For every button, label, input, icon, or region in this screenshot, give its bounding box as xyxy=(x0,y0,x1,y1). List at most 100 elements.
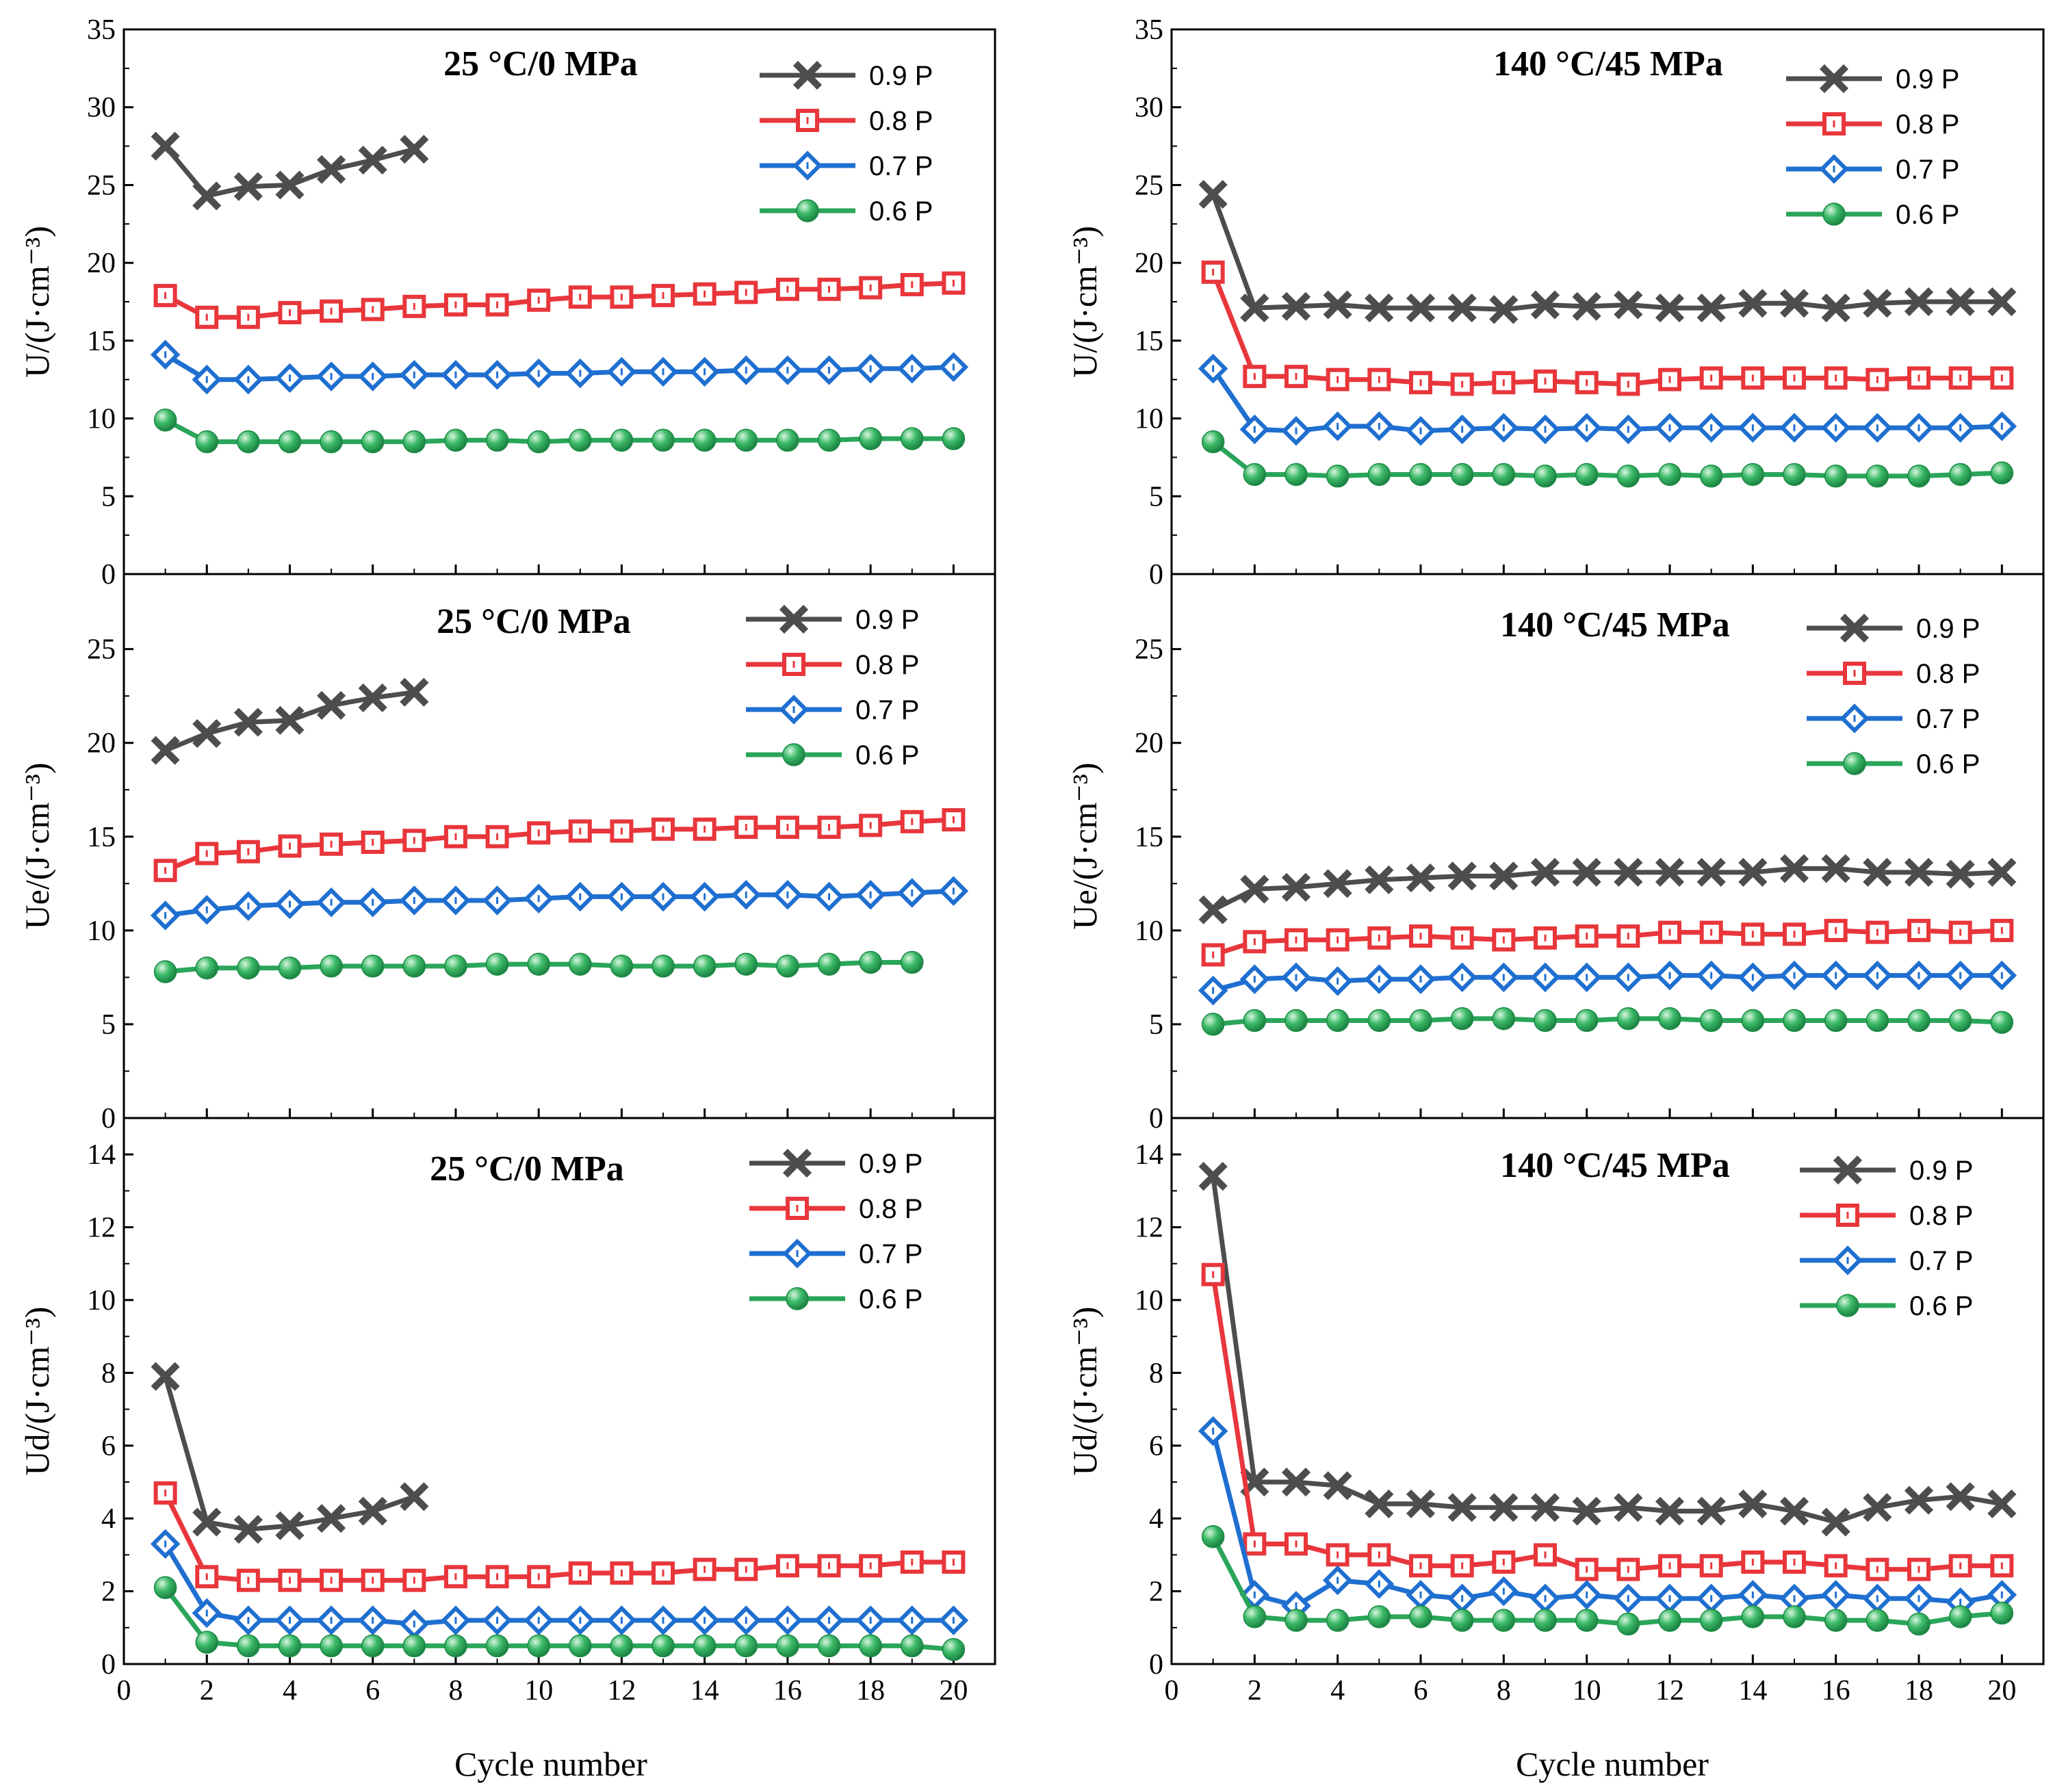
data-point xyxy=(237,1634,260,1658)
data-point xyxy=(1575,1009,1599,1033)
data-point xyxy=(400,677,429,707)
data-point xyxy=(278,300,302,324)
legend-item: 0.7 P xyxy=(1786,154,1959,185)
data-point xyxy=(400,135,429,164)
legend-marker xyxy=(1819,64,1849,94)
data-point xyxy=(1450,1609,1474,1632)
data-point xyxy=(1323,290,1352,320)
y-tick-label: 12 xyxy=(87,1212,116,1244)
y-tick-label: 35 xyxy=(1135,14,1163,46)
x-tick-label: 0 xyxy=(117,1675,131,1706)
legend-label: 0.9 P xyxy=(1909,1156,1973,1186)
data-point xyxy=(1738,1489,1768,1518)
data-point xyxy=(1492,463,1516,486)
series-06P xyxy=(1201,1525,2014,1636)
x-tick-label: 20 xyxy=(1987,1675,2016,1706)
data-point xyxy=(1614,290,1643,320)
data-point xyxy=(1948,1009,1972,1033)
data-point xyxy=(485,293,509,317)
data-point xyxy=(1323,1471,1352,1501)
data-point xyxy=(1284,1609,1308,1632)
data-point xyxy=(1948,366,1972,390)
data-point xyxy=(610,1634,634,1658)
y-tick-label: 20 xyxy=(1135,248,1163,279)
data-point xyxy=(278,834,302,858)
series-09P xyxy=(1198,1162,2017,1537)
legend-item: 0.6 P xyxy=(760,196,933,226)
data-point xyxy=(278,1634,302,1658)
series-07P xyxy=(1198,354,2017,446)
panel-title: 25 °C/0 MPa xyxy=(443,44,638,83)
data-point xyxy=(651,1634,675,1658)
data-point xyxy=(485,1634,509,1658)
series-line xyxy=(1211,1176,2002,1525)
y-axis-title: Ud/(J·cm⁻³) xyxy=(18,1307,56,1476)
legend-label: 0.8 P xyxy=(855,650,919,680)
data-point xyxy=(361,1634,385,1658)
data-point xyxy=(1198,1162,1228,1191)
data-point xyxy=(1696,1496,1726,1526)
data-point xyxy=(1616,372,1640,396)
y-tick-label: 10 xyxy=(1135,1285,1163,1316)
x-tick-label: 10 xyxy=(524,1675,553,1706)
legend-item: 0.7 P xyxy=(746,694,919,725)
data-point xyxy=(195,430,218,454)
y-tick-label: 25 xyxy=(1135,170,1163,201)
legend-item: 0.7 P xyxy=(760,151,933,181)
data-point xyxy=(527,288,551,312)
legend-item: 0.6 P xyxy=(1800,1291,1973,1321)
series-06P xyxy=(153,1576,966,1661)
data-point xyxy=(1658,463,1681,486)
data-point xyxy=(1326,1009,1350,1033)
data-point xyxy=(1948,463,1972,486)
data-point xyxy=(485,952,509,976)
data-point xyxy=(1450,1007,1474,1030)
y-tick-label: 30 xyxy=(1135,92,1163,124)
data-point xyxy=(1865,1609,1889,1632)
series-08P xyxy=(1201,260,2014,396)
y-axis-title: Ue/(J·cm⁻³) xyxy=(18,762,56,929)
data-point xyxy=(1409,1605,1432,1628)
data-point xyxy=(1699,1009,1723,1033)
legend-item: 0.9 P xyxy=(1800,1155,1973,1186)
data-point xyxy=(151,1362,180,1391)
data-point xyxy=(1243,463,1267,486)
data-point xyxy=(1699,366,1723,390)
data-point xyxy=(1243,1009,1267,1033)
data-point xyxy=(942,1637,966,1661)
data-point xyxy=(1489,861,1519,891)
panel-title: 140 °C/45 MPa xyxy=(1500,1146,1730,1185)
legend-label: 0.8 P xyxy=(859,1194,922,1224)
data-point xyxy=(1946,1482,1975,1511)
data-point xyxy=(1655,294,1685,323)
data-point xyxy=(1946,859,1975,889)
data-point xyxy=(1738,289,1768,318)
data-point xyxy=(1284,1009,1308,1033)
y-tick-label: 0 xyxy=(1149,1103,1163,1134)
y-tick-label: 10 xyxy=(87,404,116,435)
data-point xyxy=(651,1561,675,1585)
data-point xyxy=(195,1631,218,1654)
data-point xyxy=(320,430,343,454)
data-point xyxy=(1406,863,1436,893)
x-tick-label: 14 xyxy=(690,1675,719,1706)
data-point xyxy=(1409,463,1432,486)
data-point xyxy=(233,172,263,201)
legend-label: 0.6 P xyxy=(859,1284,922,1314)
y-tick-label: 15 xyxy=(1135,822,1163,853)
legend-label: 0.9 P xyxy=(1916,614,1980,644)
data-point xyxy=(275,170,305,200)
legend-label: 0.6 P xyxy=(1896,200,1959,230)
data-point xyxy=(1530,290,1560,320)
data-point xyxy=(1492,928,1516,952)
data-point xyxy=(859,427,882,450)
data-point xyxy=(1741,366,1765,390)
data-point xyxy=(1284,1532,1308,1556)
series-line xyxy=(1211,271,2002,387)
data-point xyxy=(569,428,592,452)
series-line xyxy=(1211,1274,2002,1572)
data-point xyxy=(1865,464,1889,488)
data-point xyxy=(734,952,758,976)
data-point xyxy=(151,131,180,161)
